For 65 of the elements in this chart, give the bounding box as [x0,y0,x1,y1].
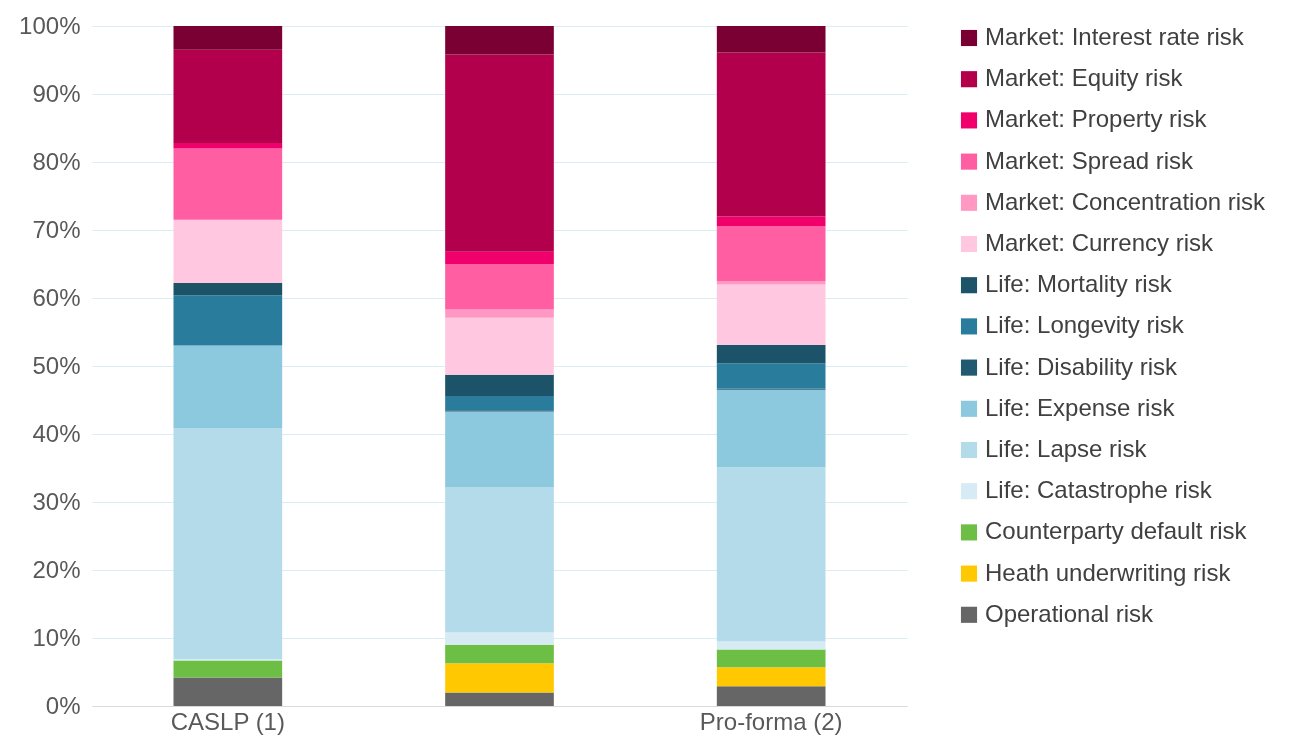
bar [445,663,554,693]
bar [445,26,554,55]
legend-label: Market: Interest rate risk [985,23,1245,50]
bar [445,251,554,264]
y-tick-label: 90% [32,79,81,107]
x-tick-label: Pro-forma (2) [699,707,843,735]
legend-label: Life: Longevity risk [985,311,1185,339]
bar [716,649,826,668]
bar [716,667,826,687]
y-tick-label: 60% [32,283,81,311]
bar [173,142,283,149]
bar [445,309,554,318]
bar [173,345,283,428]
bar [173,148,283,220]
bar [445,395,554,411]
legend-label: Market: Currency risk [985,229,1215,256]
bar [716,225,826,281]
bar [445,54,554,252]
y-tick-label: 50% [32,351,81,379]
bar [173,283,283,296]
bar [716,686,826,706]
bar [445,692,554,706]
bar [445,264,554,310]
legend-label: Operational risk [985,599,1155,627]
bar [173,427,283,660]
y-tick-label: 70% [32,215,81,243]
legend-label: Counterparty default risk [985,517,1248,545]
bar [716,216,826,226]
bar [716,52,826,217]
bar [445,644,554,664]
bar [716,467,826,642]
legend-label: Life: Expense risk [985,393,1176,421]
bar [445,374,554,396]
legend-label: Market: Concentration risk [985,187,1267,215]
y-tick-label: 80% [32,147,81,175]
bar [173,295,283,346]
y-tick-label: 20% [32,555,81,583]
y-tick-label: 40% [32,419,81,447]
bar [716,641,826,650]
bar [716,284,826,345]
legend-label: Heath underwriting risk [985,558,1232,586]
bar [173,49,283,143]
bar [716,363,826,389]
bar [173,26,283,50]
bar [173,677,283,706]
bar [173,660,283,678]
bar [716,344,826,364]
legend-label: Life: Mortality risk [985,270,1173,298]
legend-label: Market: Spread risk [985,146,1195,174]
bar [716,389,826,468]
bar [445,487,554,633]
y-tick-label: 30% [32,487,81,515]
legend-label: Market: Equity risk [985,64,1184,92]
bar [173,219,283,284]
legend-label: Life: Lapse risk [985,435,1148,462]
bar [716,26,826,53]
y-tick-label: 100% [19,11,81,39]
legend-label: Life: Catastrophe risk [985,476,1213,504]
y-tick-label: 10% [32,623,81,651]
legend-label: Market: Property risk [985,105,1208,133]
legend-label: Life: Disability risk [985,352,1179,380]
x-tick-label: CASLP (1) [170,707,285,735]
bar [445,411,554,488]
bar [445,317,554,375]
y-tick-label: 0% [45,691,81,719]
